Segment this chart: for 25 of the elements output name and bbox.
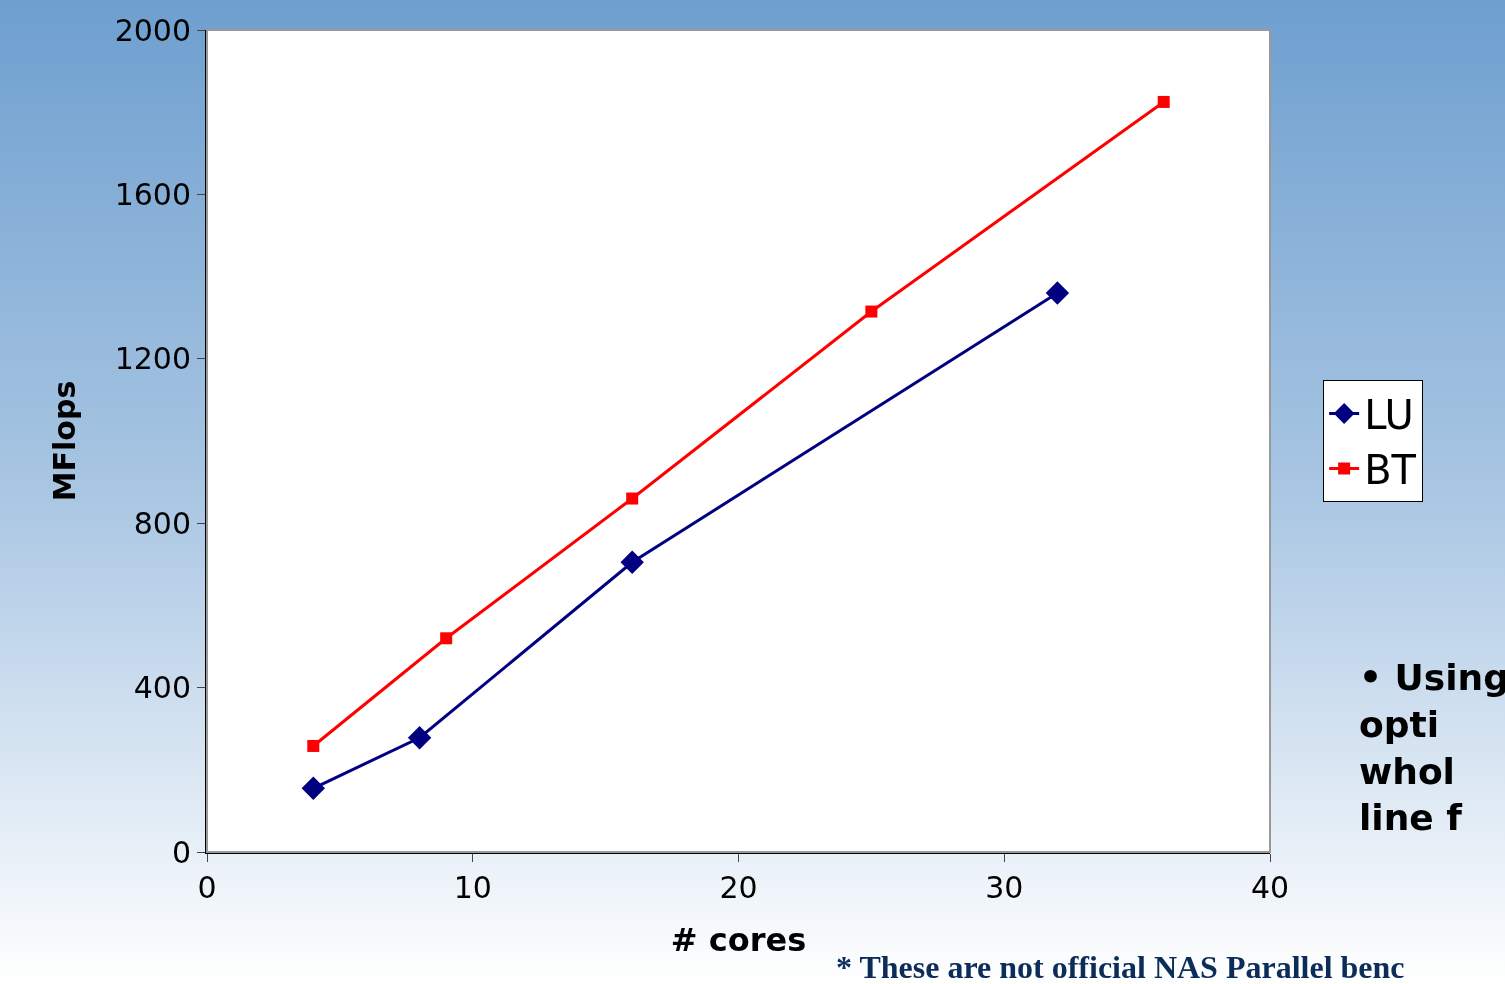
point — [301, 776, 325, 800]
x-axis-title: # cores — [670, 921, 807, 960]
y-tick-label: 0 — [171, 834, 191, 870]
point — [1157, 95, 1170, 108]
text: * These are not official NAS Parallel benc — [836, 949, 1405, 984]
point — [865, 305, 878, 318]
x-tick-label: 40 — [1250, 870, 1290, 905]
point — [307, 739, 320, 752]
y-axis-title: MFlops — [47, 380, 83, 502]
y-tick-label: 400 — [133, 670, 191, 706]
y-tick-label: 2000 — [114, 12, 191, 48]
point — [620, 550, 644, 574]
y-tick-label: 800 — [133, 505, 191, 541]
x-tick-label: 10 — [453, 870, 492, 905]
point — [626, 492, 639, 505]
x-tick-label: 0 — [197, 870, 217, 905]
x-tick-label: 30 — [985, 870, 1024, 905]
y-tick-label: 1200 — [114, 341, 191, 377]
point — [1045, 281, 1070, 305]
legend-label: BT — [1364, 447, 1417, 494]
point — [440, 632, 453, 645]
y-tick-label: 1600 — [114, 176, 191, 212]
point — [407, 726, 432, 750]
legend-label: LU — [1364, 392, 1414, 439]
x-tick-label: 20 — [719, 870, 758, 905]
